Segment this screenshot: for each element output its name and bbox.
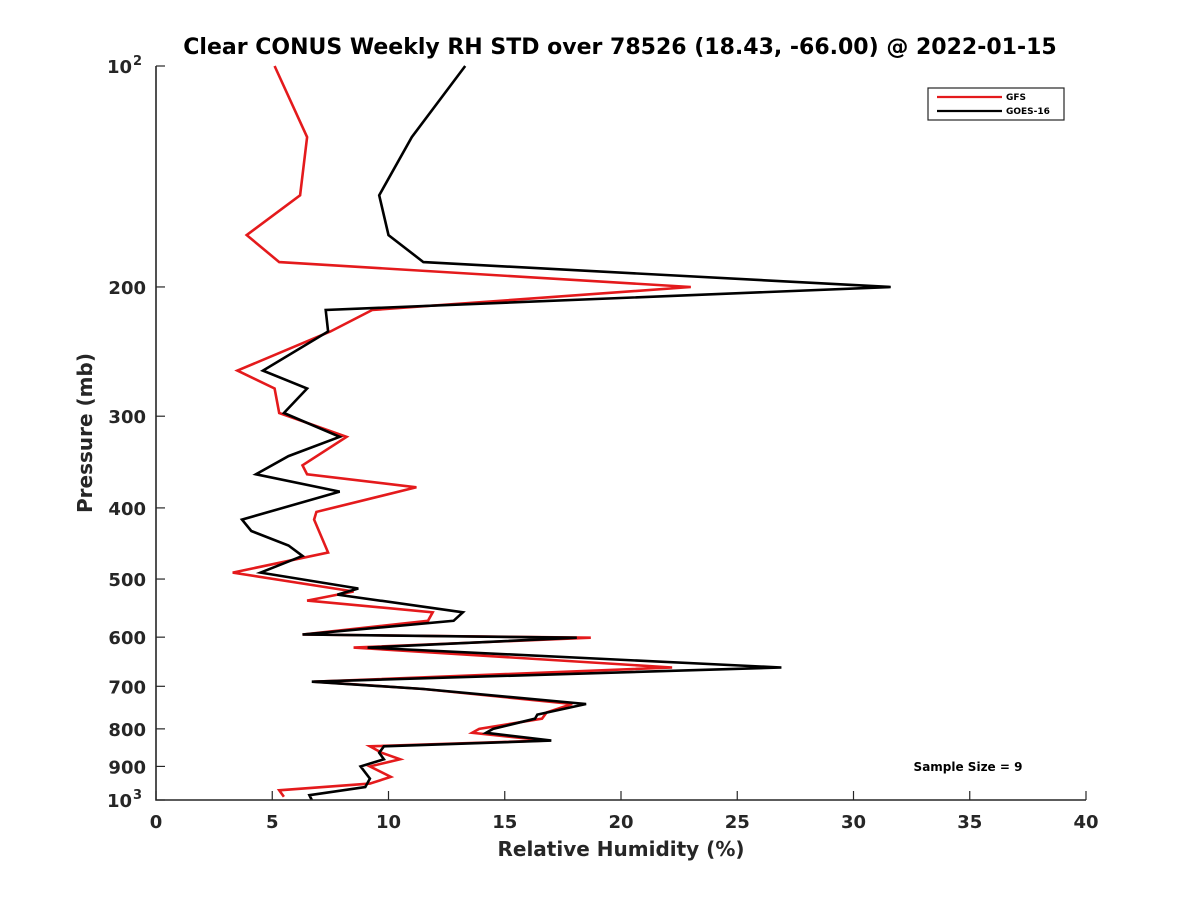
legend-box bbox=[927, 87, 1065, 121]
axes-layer bbox=[155, 66, 1086, 801]
chart-title: Clear CONUS Weekly RH STD over 78526 (18… bbox=[183, 35, 1056, 60]
y-tick-label: 700 bbox=[108, 677, 146, 698]
y-tick-label: 800 bbox=[108, 720, 146, 741]
series-line-goes16 bbox=[239, 65, 891, 801]
axes-frame bbox=[155, 66, 1086, 801]
y-tick-label: 400 bbox=[108, 499, 146, 520]
y-tick-label: 10 bbox=[107, 791, 132, 812]
y-tick-label: 300 bbox=[108, 407, 146, 428]
legend-label-goes16: GOES-16 bbox=[1006, 107, 1050, 117]
legend: GFS GOES-16 bbox=[927, 87, 1065, 121]
series-line-gfs bbox=[232, 65, 691, 798]
series-layer bbox=[232, 65, 891, 801]
y-tick-label: 200 bbox=[108, 278, 146, 299]
x-tick-label: 35 bbox=[957, 812, 982, 833]
x-tick-label: 10 bbox=[376, 812, 401, 833]
x-tick-label: 0 bbox=[150, 812, 163, 833]
y-tick-label: 10 bbox=[107, 57, 132, 78]
y-tick-label: 500 bbox=[108, 570, 146, 591]
x-tick-label: 25 bbox=[725, 812, 750, 833]
x-tick-label: 30 bbox=[841, 812, 866, 833]
x-tick-label: 15 bbox=[492, 812, 517, 833]
x-axis-label: Relative Humidity (%) bbox=[497, 837, 744, 861]
y-tick-label: 900 bbox=[108, 757, 146, 778]
y-tick-exponent: 3 bbox=[133, 788, 142, 803]
x-tick-label: 20 bbox=[608, 812, 633, 833]
legend-label-gfs: GFS bbox=[1006, 93, 1026, 103]
y-tick-label: 600 bbox=[108, 628, 146, 649]
y-axis-label: Pressure (mb) bbox=[73, 353, 97, 513]
x-tick-label: 40 bbox=[1073, 812, 1098, 833]
y-tick-exponent: 2 bbox=[133, 54, 142, 69]
x-tick-label: 5 bbox=[266, 812, 279, 833]
x-axis: 0 5 10 15 20 25 30 35 40 bbox=[150, 791, 1099, 833]
sample-size-annotation: Sample Size = 9 bbox=[914, 760, 1023, 774]
